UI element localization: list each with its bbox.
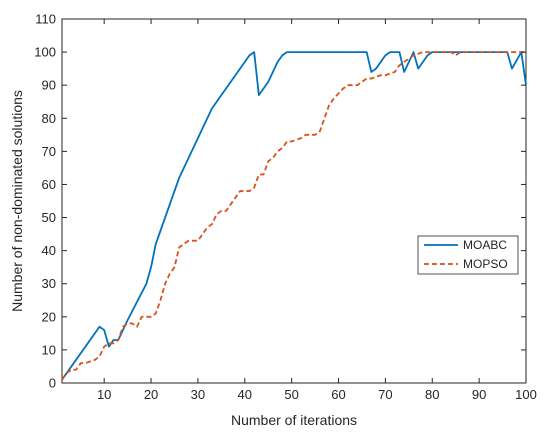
y-tick-label: 70	[42, 144, 56, 159]
legend-label-moabc: MOABC	[463, 238, 507, 252]
y-tick-label: 80	[42, 111, 56, 126]
x-axis: 10 20 30 40 50 60 70 80 90 100	[97, 19, 537, 402]
series-line-mopso	[61, 51, 526, 381]
x-axis-title: Number of iterations	[231, 412, 357, 428]
y-tick-label: 30	[42, 276, 56, 291]
y-tick-label: 90	[42, 78, 56, 93]
x-tick-label: 100	[515, 387, 537, 402]
y-tick-label: 60	[42, 177, 56, 192]
series-layer	[61, 51, 527, 381]
x-tick-label: 20	[144, 387, 158, 402]
plot-area	[61, 18, 527, 384]
legend-box	[417, 235, 519, 275]
y-tick-label: 50	[42, 210, 56, 225]
x-tick-label: 60	[331, 387, 345, 402]
series-line-moabc	[61, 51, 527, 381]
x-tick-label: 30	[191, 387, 205, 402]
y-tick-label: 20	[42, 309, 56, 324]
plot-frame	[61, 18, 527, 384]
x-tick-label: 70	[378, 387, 392, 402]
x-tick-label: 50	[284, 387, 298, 402]
legend: MOABC MOPSO	[417, 235, 519, 275]
y-tick-label: 0	[49, 376, 56, 391]
y-axis-title: Number of non-dominated solutions	[9, 90, 25, 312]
x-tick-label: 40	[238, 387, 252, 402]
y-tick-label: 40	[42, 243, 56, 258]
y-axis: 0 10 20 30 40 50 60 70 80 90 100 110	[34, 12, 526, 391]
x-tick-label: 80	[425, 387, 439, 402]
legend-label-mopso: MOPSO	[463, 257, 508, 271]
y-tick-label: 10	[42, 342, 56, 357]
y-tick-label: 100	[34, 45, 56, 60]
y-tick-label: 110	[35, 12, 56, 27]
x-tick-label: 10	[97, 387, 111, 402]
x-tick-label: 90	[472, 387, 486, 402]
